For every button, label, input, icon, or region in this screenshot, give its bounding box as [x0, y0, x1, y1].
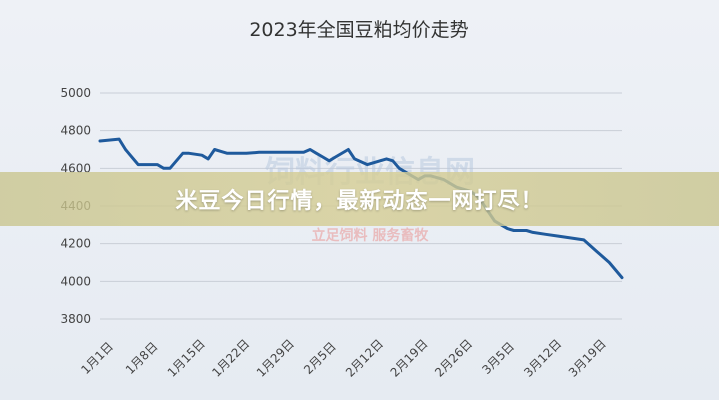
x-tick-label: 2月19日 [388, 337, 431, 380]
y-tick-label: 4000 [60, 274, 91, 288]
x-tick-label: 3月5日 [479, 339, 517, 377]
y-tick-label: 5000 [60, 86, 91, 100]
y-tick-label: 4200 [60, 237, 91, 251]
x-tick-label: 3月19日 [566, 337, 609, 380]
x-tick-label: 1月29日 [254, 337, 297, 380]
x-tick-label: 1月1日 [78, 339, 116, 377]
series-line [98, 137, 624, 280]
watermark-sub: 立足饲料 服务畜牧 [312, 227, 430, 244]
x-tick-label: 2月26日 [432, 337, 475, 380]
y-tick-label: 4800 [60, 124, 91, 138]
y-tick-label: 3800 [60, 312, 91, 326]
x-axis-ticks: 1月1日 1月8日 1月15日 1月22日 1月29日 2月5日 2月12日 2月19日 2月2… [78, 337, 609, 380]
x-tick-label: 2月5日 [301, 339, 339, 377]
chart-title: 2023年全国豆粕均价走势 [249, 19, 468, 41]
x-tick-label: 3月12日 [521, 337, 564, 380]
headline-banner: 米豆今日行情，最新动态一网打尽！ [0, 172, 719, 226]
x-tick-label: 1月8日 [123, 339, 161, 377]
x-tick-label: 1月22日 [209, 337, 252, 380]
x-tick-label: 1月15日 [165, 337, 208, 380]
y-tick-label: 4600 [60, 161, 91, 175]
banner-text: 米豆今日行情，最新动态一网打尽！ [175, 189, 544, 214]
x-tick-label: 2月12日 [343, 337, 386, 380]
